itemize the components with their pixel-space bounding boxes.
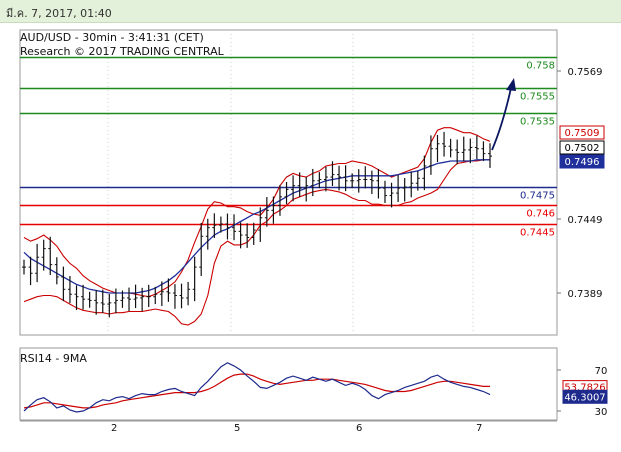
rsi-tag-rsi-box [562, 389, 608, 404]
rsi-axis-ticks: 70 30 [557, 366, 607, 418]
bollinger-upper-line [23, 127, 491, 298]
level-lines: 0.758 0.7555 0.7535 0.7475 0.746 0.7445 [20, 56, 557, 239]
x-tick-5: 5 [234, 423, 240, 434]
level-label-0.746: 0.746 [526, 209, 555, 220]
bollinger-upper-band [23, 127, 491, 298]
forecast-arrow [491, 78, 516, 151]
rsi-line [23, 362, 491, 413]
rsi-tick-label: 30 [595, 407, 608, 418]
level-label-0.7445: 0.7445 [520, 228, 555, 239]
moving-average-line [23, 159, 490, 294]
forecast-arrow-line [491, 87, 512, 151]
bollinger-lower-line [23, 159, 490, 326]
level-label-0.7555: 0.7555 [520, 92, 555, 103]
price-bars [22, 131, 492, 318]
main-chart-frame [19, 29, 558, 336]
date-axis-ticks: 2 5 6 7 [20, 420, 557, 434]
tag-moving-average-box [559, 154, 605, 169]
y-tick-label: 0.7569 [568, 67, 603, 78]
level-label-0.758: 0.758 [526, 61, 555, 72]
x-tick-7: 7 [476, 423, 482, 434]
rsi-panel-border [19, 347, 558, 421]
y-tick-label: 0.7389 [568, 289, 603, 300]
rsi-panel-frame [19, 347, 558, 421]
rsi-tag-rsi: 46.3007 [564, 392, 605, 403]
price-tags: 0.7509 0.7502 0.7496 [559, 125, 605, 169]
level-label-0.7475: 0.7475 [520, 191, 555, 202]
x-tick-6: 6 [356, 423, 362, 434]
top-status-bar: มี.ค. 7, 2017, 01:40 [0, 0, 621, 23]
chart-subtitle: Research © 2017 TRADING CENTRAL [20, 45, 225, 58]
tag-last-price: 0.7502 [565, 143, 600, 154]
x-tick-2: 2 [111, 423, 117, 434]
tag-bollinger-upper-box [559, 125, 605, 140]
rsi-lines [23, 362, 491, 413]
tag-moving-average: 0.7496 [565, 157, 600, 168]
forecast-arrow-head [506, 78, 516, 91]
rsi-tag-ma: 53.7826 [564, 383, 605, 394]
tag-bollinger-upper: 0.7509 [565, 128, 600, 139]
bollinger-lower-band [23, 159, 490, 326]
rsi-title: RSI14 - 9MA [20, 352, 87, 365]
rsi-ma-line [23, 373, 490, 409]
ma-line [23, 159, 490, 294]
chart-title: AUD/USD - 30min - 3:41:31 (CET) [20, 31, 204, 44]
tag-last-price-box [559, 140, 605, 155]
rsi-tick-label: 70 [595, 366, 608, 377]
price-axis-ticks: 0.7569 0.7449 0.7389 [557, 67, 603, 300]
level-label-0.7535: 0.7535 [520, 117, 555, 128]
main-panel-border [19, 29, 558, 336]
timestamp: มี.ค. 7, 2017, 01:40 [6, 7, 112, 20]
y-tick-label: 0.7449 [568, 215, 603, 226]
